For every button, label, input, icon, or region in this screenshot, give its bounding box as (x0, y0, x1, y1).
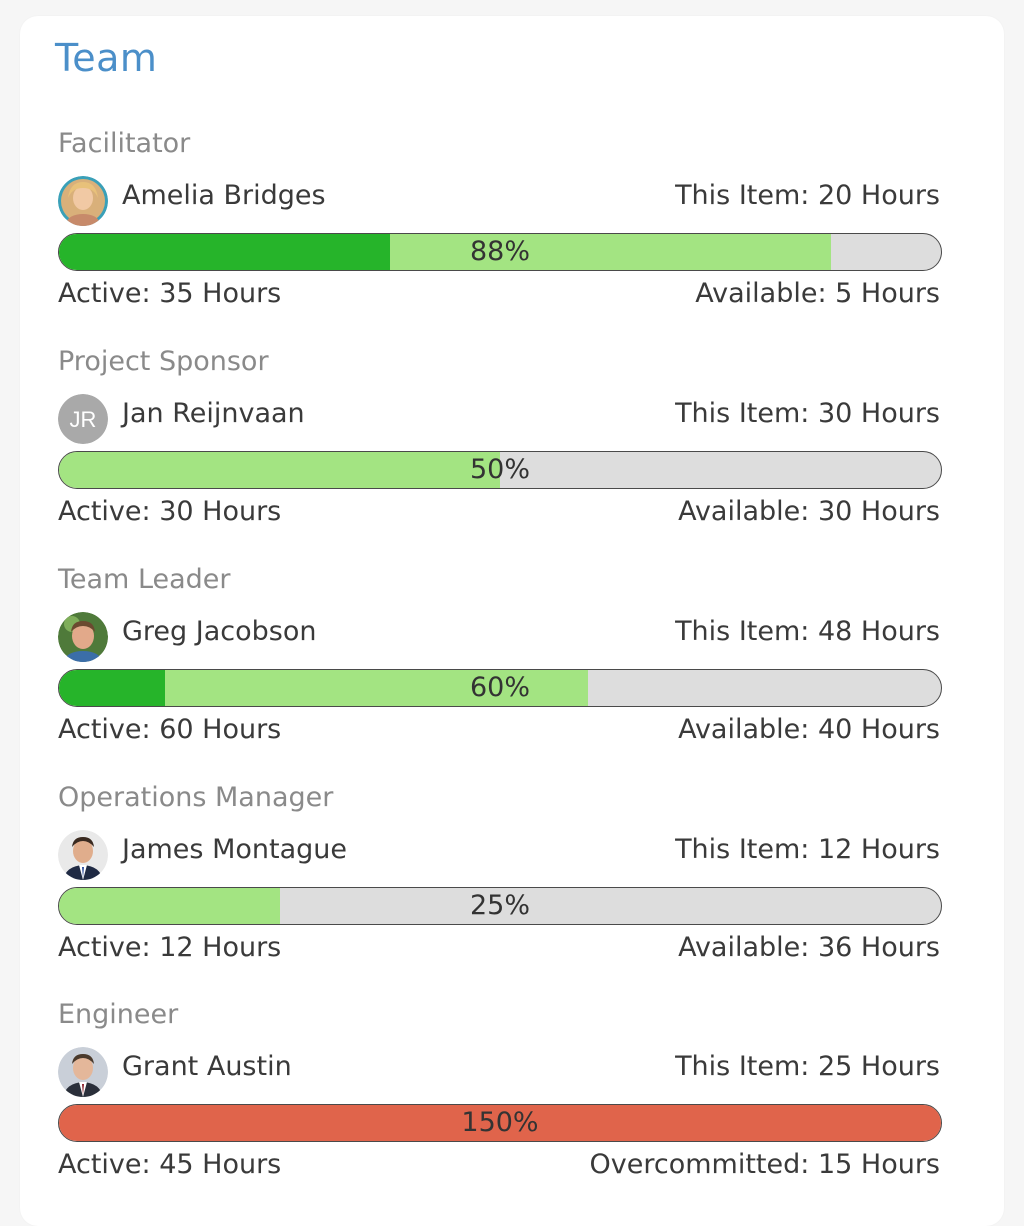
committed-segment (59, 452, 500, 488)
team-member: Facilitator Amelia Bridges This Item: 20… (58, 128, 942, 328)
available-hours: Available: 5 Hours (695, 278, 940, 309)
team-member: Project Sponsor JR Jan Reijnvaan This It… (58, 346, 942, 546)
card-title: Team (55, 36, 158, 80)
utilization-bar: 88% (58, 233, 942, 271)
active-hours: Active: 45 Hours (58, 1149, 282, 1180)
active-hours: Active: 35 Hours (58, 278, 282, 309)
member-name[interactable]: James Montague (122, 834, 347, 865)
member-name[interactable]: Amelia Bridges (122, 180, 326, 211)
utilization-bar: 150% (58, 1104, 942, 1142)
this-item-hours: This Item: 30 Hours (675, 398, 940, 429)
committed-segment (59, 888, 280, 924)
avatar-photo-icon[interactable] (58, 176, 108, 226)
active-hours: Active: 12 Hours (58, 932, 282, 963)
utilization-bar: 50% (58, 451, 942, 489)
this-item-hours: This Item: 48 Hours (675, 616, 940, 647)
available-hours: Available: 40 Hours (678, 714, 940, 745)
this-item-hours: This Item: 20 Hours (675, 180, 940, 211)
team-member: Operations Manager James Montague This I… (58, 782, 942, 982)
utilization-bar: 60% (58, 669, 942, 707)
utilization-label: 88% (469, 236, 530, 267)
avatar-initials[interactable]: JR (58, 394, 108, 444)
avatar-initials-text: JR (70, 407, 97, 432)
team-member: Team Leader Greg Jacobson This Item: 48 … (58, 564, 942, 764)
active-segment (59, 234, 390, 270)
active-hours: Active: 30 Hours (58, 496, 282, 527)
avatar-photo-icon[interactable] (58, 612, 108, 662)
team-member: Engineer Grant Austin This Item: 25 Hour… (58, 999, 942, 1199)
member-role: Team Leader (58, 564, 231, 595)
utilization-label: 150% (461, 1107, 539, 1138)
avatar-initials-background (58, 394, 108, 444)
utilization-label: 50% (469, 454, 530, 485)
avatar-photo-icon[interactable] (58, 1047, 108, 1097)
available-hours: Available: 36 Hours (678, 932, 940, 963)
member-name[interactable]: Jan Reijnvaan (122, 398, 305, 429)
committed-segment (59, 1105, 941, 1141)
avatar-photo-icon[interactable] (58, 830, 108, 880)
team-card: Team Facilitator Amelia Bridges This Ite… (20, 16, 1004, 1226)
member-role: Facilitator (58, 128, 191, 159)
member-role: Engineer (58, 999, 179, 1030)
member-role: Operations Manager (58, 782, 334, 813)
active-hours: Active: 60 Hours (58, 714, 282, 745)
this-item-hours: This Item: 12 Hours (675, 834, 940, 865)
utilization-label: 60% (469, 672, 530, 703)
utilization-bar: 25% (58, 887, 942, 925)
member-role: Project Sponsor (58, 346, 269, 377)
this-item-hours: This Item: 25 Hours (675, 1051, 940, 1082)
member-name[interactable]: Greg Jacobson (122, 616, 317, 647)
available-hours: Available: 30 Hours (678, 496, 940, 527)
active-segment (59, 670, 165, 706)
available-hours: Overcommitted: 15 Hours (589, 1149, 940, 1180)
member-name[interactable]: Grant Austin (122, 1051, 292, 1082)
utilization-label: 25% (469, 890, 530, 921)
